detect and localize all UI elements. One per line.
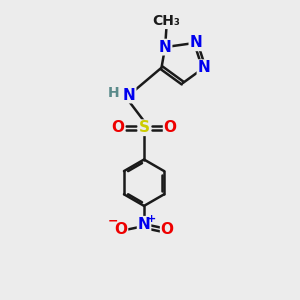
Text: −: − [108,215,119,228]
Text: N: N [159,40,172,55]
Text: O: O [111,120,124,135]
Text: H: H [108,85,120,100]
Text: S: S [139,120,150,135]
Text: O: O [164,120,177,135]
Text: N: N [189,35,202,50]
Text: N: N [138,217,150,232]
Text: O: O [114,222,128,237]
Text: N: N [123,88,136,103]
Text: N: N [197,60,210,75]
Text: O: O [161,222,174,237]
Text: CH₃: CH₃ [153,14,181,28]
Text: +: + [147,214,156,224]
